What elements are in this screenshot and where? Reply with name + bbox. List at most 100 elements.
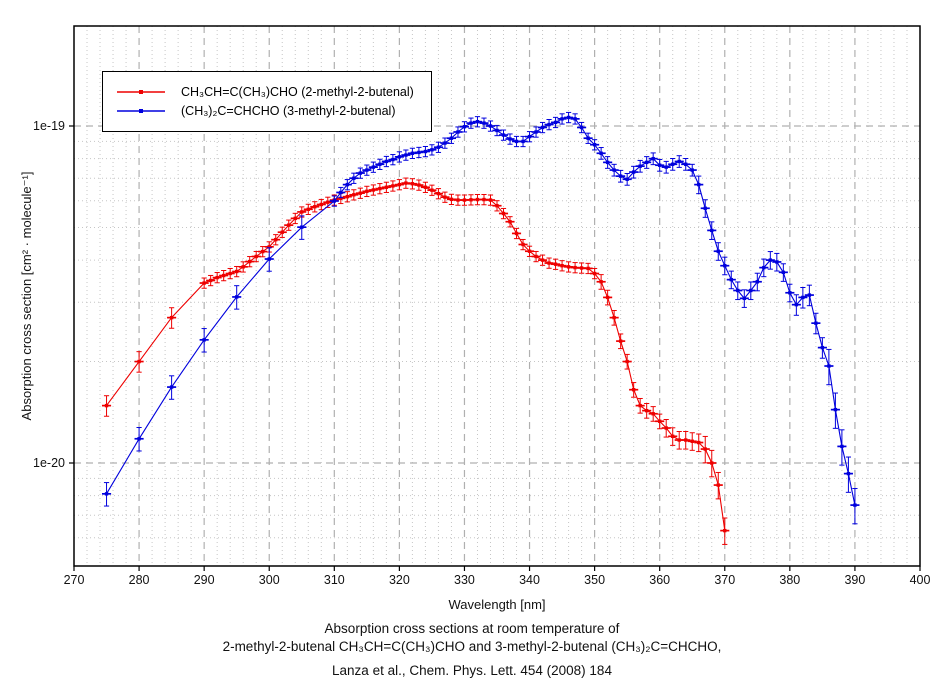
data-point-marker bbox=[723, 263, 727, 268]
data-point-marker bbox=[313, 205, 317, 209]
data-point-marker bbox=[482, 121, 486, 125]
data-point-marker bbox=[651, 412, 655, 416]
x-tick-label: 270 bbox=[64, 573, 85, 587]
data-point-marker bbox=[618, 174, 623, 178]
data-point-marker bbox=[755, 280, 760, 284]
data-point-marker bbox=[684, 162, 688, 166]
data-point-marker bbox=[410, 151, 415, 155]
data-point-marker bbox=[436, 191, 441, 196]
data-point-marker bbox=[762, 265, 766, 270]
x-tick-label: 400 bbox=[910, 573, 931, 587]
data-point-marker bbox=[456, 130, 460, 134]
data-point-marker bbox=[514, 139, 519, 144]
data-point-marker bbox=[501, 133, 506, 137]
data-point-marker bbox=[592, 143, 597, 147]
y-tick-label: 1e-20 bbox=[33, 456, 65, 470]
data-point-marker bbox=[657, 419, 662, 423]
data-point-marker bbox=[488, 198, 493, 202]
data-point-marker bbox=[592, 271, 597, 276]
data-point-marker bbox=[697, 182, 701, 187]
data-point-marker bbox=[137, 359, 141, 364]
data-point-marker bbox=[378, 186, 382, 191]
data-point-marker bbox=[605, 160, 610, 165]
x-tick-label: 300 bbox=[259, 573, 280, 587]
data-point-marker bbox=[352, 193, 356, 197]
data-point-marker bbox=[579, 125, 584, 130]
legend-line-sample-blue bbox=[117, 109, 165, 113]
x-tick-label: 340 bbox=[519, 573, 540, 587]
x-tick-label: 380 bbox=[779, 573, 800, 587]
data-point-marker bbox=[638, 403, 642, 408]
data-point-marker bbox=[534, 130, 538, 134]
x-tick-label: 320 bbox=[389, 573, 410, 587]
data-point-marker bbox=[430, 188, 434, 192]
data-point-marker bbox=[397, 182, 402, 187]
plot-canvas: 270 280 290 300 310 320 330 340 350 360 370 380 390 4… bbox=[33, 25, 931, 587]
x-tick-label: 290 bbox=[194, 573, 215, 587]
data-point-marker bbox=[371, 165, 376, 169]
x-tick-label: 280 bbox=[129, 573, 150, 587]
data-point-marker bbox=[671, 162, 675, 166]
data-point-marker bbox=[423, 149, 428, 154]
data-point-marker bbox=[404, 153, 408, 157]
data-point-marker bbox=[625, 359, 629, 364]
data-point-marker bbox=[248, 259, 252, 264]
data-point-marker bbox=[742, 296, 746, 301]
data-point-marker bbox=[527, 249, 532, 253]
data-point-marker bbox=[345, 194, 350, 199]
data-point-marker bbox=[293, 216, 297, 221]
data-point-marker bbox=[677, 438, 681, 442]
data-point-marker bbox=[788, 291, 792, 295]
data-point-marker bbox=[566, 115, 571, 120]
data-point-marker bbox=[599, 280, 603, 284]
data-point-marker bbox=[234, 269, 239, 274]
data-point-marker bbox=[521, 242, 525, 247]
data-point-marker bbox=[697, 440, 701, 445]
x-axis-label: Wavelength [nm] bbox=[448, 597, 546, 612]
x-axis-ticks: 270 280 290 300 310 320 330 340 350 360 370 380 390 4… bbox=[64, 566, 931, 587]
data-point-marker bbox=[469, 198, 473, 202]
data-point-marker bbox=[736, 288, 740, 293]
data-point-marker bbox=[365, 189, 369, 194]
data-point-marker bbox=[729, 277, 733, 282]
x-tick-label: 360 bbox=[649, 573, 670, 587]
data-point-marker bbox=[540, 258, 545, 262]
data-point-marker bbox=[684, 438, 688, 442]
data-point-marker bbox=[671, 434, 675, 439]
caption-line-3: Lanza et al., Chem. Phys. Lett. 454 (200… bbox=[332, 663, 612, 678]
data-point-marker bbox=[378, 162, 382, 166]
series-3-methyl-2-butenal bbox=[101, 111, 860, 525]
data-point-marker bbox=[566, 265, 571, 269]
data-point-marker bbox=[775, 260, 779, 264]
data-point-marker bbox=[703, 206, 707, 210]
caption-line-2: 2-methyl-2-butenal CH₃CH=C(CH₃)CHO and 3… bbox=[222, 639, 722, 654]
data-point-marker bbox=[404, 181, 408, 185]
data-point-marker bbox=[365, 168, 369, 172]
data-point-marker bbox=[716, 483, 720, 487]
data-point-marker bbox=[547, 261, 551, 265]
plot-border bbox=[73, 25, 921, 567]
data-point-marker bbox=[710, 461, 714, 465]
legend: CH₃CH=C(CH₃)CHO (2-methyl-2-butenal) (CH… bbox=[102, 71, 432, 132]
data-point-marker bbox=[169, 385, 174, 389]
data-point-marker bbox=[781, 270, 786, 275]
data-point-marker bbox=[332, 199, 337, 203]
data-point-marker bbox=[475, 197, 480, 202]
data-point-marker bbox=[495, 204, 499, 208]
data-point-marker bbox=[540, 125, 545, 130]
data-point-marker bbox=[840, 444, 844, 449]
data-point-marker bbox=[651, 156, 655, 161]
data-point-marker bbox=[326, 200, 330, 204]
data-point-marker bbox=[846, 471, 851, 476]
data-point-marker bbox=[358, 191, 363, 195]
legend-label: (CH₃)₂C=CHCHO (3-methyl-2-butenal) bbox=[181, 104, 396, 118]
data-point-marker bbox=[488, 124, 493, 128]
data-point-marker bbox=[261, 249, 265, 254]
data-point-marker bbox=[547, 122, 551, 127]
data-point-marker bbox=[208, 278, 213, 283]
caption-line-1: Absorption cross sections at room temper… bbox=[324, 621, 620, 636]
figure-caption: Absorption cross sections at room temper… bbox=[0, 620, 944, 680]
data-point-marker bbox=[644, 408, 649, 413]
data-point-marker bbox=[267, 245, 271, 249]
